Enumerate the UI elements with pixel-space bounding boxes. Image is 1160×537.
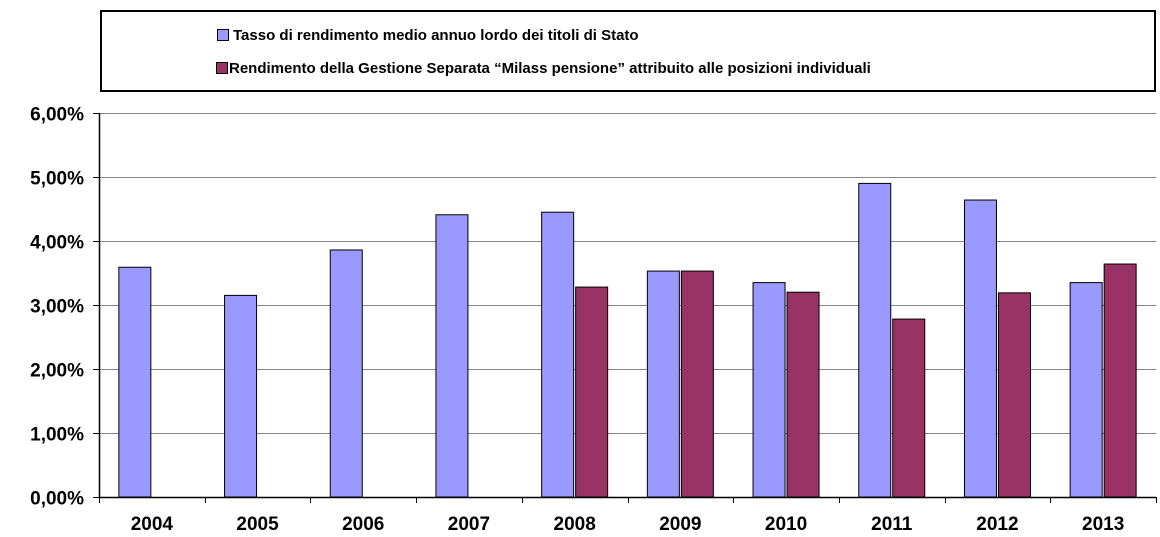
bar-2-2009 xyxy=(680,270,714,498)
x-tick-label: 2008 xyxy=(554,514,596,535)
y-tick-label: 2,00% xyxy=(30,361,84,382)
bar-1-2011 xyxy=(858,182,892,498)
x-tick-label: 2004 xyxy=(131,514,174,535)
legend-swatch-series-1 xyxy=(217,29,229,41)
y-tick-label: 4,00% xyxy=(30,233,84,254)
bar-1-2004 xyxy=(118,266,152,498)
bar-1-2009 xyxy=(646,270,680,498)
bar-1-2013 xyxy=(1069,282,1103,498)
bar-1-2005 xyxy=(224,294,258,498)
legend-item-series-1: Tasso di rendimento medio annuo lordo de… xyxy=(217,27,639,45)
x-tick-label: 2005 xyxy=(236,514,279,535)
bar-1-2007 xyxy=(435,214,469,498)
bar-2-2010 xyxy=(786,291,820,498)
y-tick-label: 6,00% xyxy=(30,105,84,126)
bar-1-2008 xyxy=(541,211,575,498)
x-tick-label: 2012 xyxy=(976,514,1018,535)
bar-2-2008 xyxy=(575,286,609,498)
y-tick-label: 3,00% xyxy=(30,297,84,318)
x-tick-label: 2011 xyxy=(871,514,913,535)
y-tick-label: 5,00% xyxy=(30,169,84,190)
x-tick-label: 2013 xyxy=(1082,514,1124,535)
legend-item-series-2: Rendimento della Gestione Separata “Mila… xyxy=(216,60,871,78)
x-tick-label: 2009 xyxy=(659,514,701,535)
legend-label-series-1: Tasso di rendimento medio annuo lordo de… xyxy=(233,27,639,44)
bar-1-2010 xyxy=(752,282,786,498)
legend-swatch-series-2 xyxy=(216,62,228,74)
legend-label-series-2: Rendimento della Gestione Separata “Mila… xyxy=(229,60,871,77)
bar-1-2006 xyxy=(329,249,363,498)
x-tick-label: 2010 xyxy=(765,514,807,535)
bar-2-2012 xyxy=(997,292,1031,498)
bar-2-2013 xyxy=(1103,263,1137,498)
bar-1-2012 xyxy=(963,199,997,498)
y-tick-label: 1,00% xyxy=(30,425,84,446)
chart-legend: Tasso di rendimento medio annuo lordo de… xyxy=(100,10,1156,92)
y-tick-label: 0,00% xyxy=(30,489,84,510)
x-tick-label: 2007 xyxy=(448,514,490,535)
bar-2-2011 xyxy=(892,318,926,498)
x-tick-label: 2006 xyxy=(342,514,384,535)
